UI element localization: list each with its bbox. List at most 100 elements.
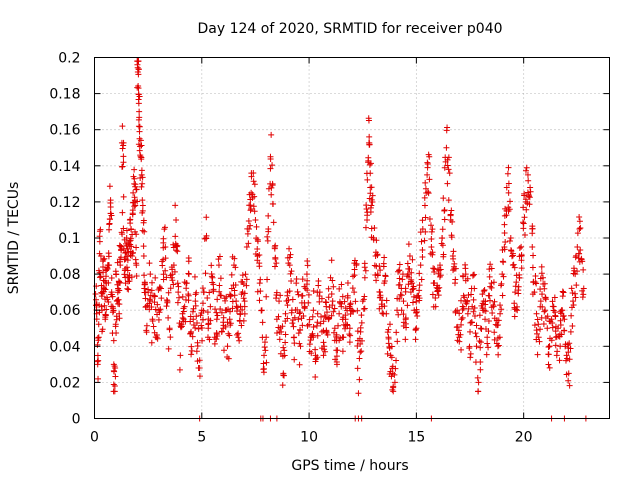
data-point <box>331 305 338 312</box>
data-point <box>241 298 248 305</box>
data-point <box>403 324 410 331</box>
data-point <box>320 352 327 359</box>
data-point <box>328 257 335 264</box>
data-point <box>282 318 289 325</box>
data-point <box>316 298 323 305</box>
y-tick-label: 0.12 <box>49 195 80 211</box>
data-point <box>129 210 136 217</box>
data-point <box>456 338 463 345</box>
data-point <box>135 58 142 65</box>
data-point <box>312 346 319 353</box>
data-point <box>279 323 286 330</box>
data-point <box>257 276 264 283</box>
data-point <box>305 291 312 298</box>
data-point <box>533 310 540 317</box>
data-point <box>525 177 532 184</box>
data-point <box>240 295 247 302</box>
data-point <box>507 198 513 205</box>
data-point <box>439 226 446 233</box>
data-point <box>491 336 498 343</box>
data-point <box>495 317 502 324</box>
data-point <box>450 267 457 274</box>
y-tick-label: 0.2 <box>58 51 80 67</box>
data-point <box>281 347 288 354</box>
data-point <box>164 299 171 306</box>
data-point <box>216 288 223 295</box>
data-point <box>552 342 559 349</box>
data-point <box>303 281 310 288</box>
data-point <box>165 314 172 321</box>
data-point <box>342 325 349 332</box>
data-point <box>387 368 394 375</box>
data-point <box>424 161 431 168</box>
data-point <box>514 303 521 310</box>
data-point <box>116 287 123 294</box>
data-point <box>576 213 583 220</box>
data-point <box>535 321 542 328</box>
data-point <box>242 271 249 278</box>
data-point <box>170 281 177 288</box>
data-point <box>158 295 165 302</box>
data-point <box>429 226 436 233</box>
data-point <box>487 283 494 290</box>
data-point <box>93 296 100 303</box>
data-point <box>256 297 263 304</box>
data-point <box>193 313 200 320</box>
data-point <box>222 297 229 304</box>
data-point <box>560 289 567 296</box>
data-point <box>382 272 389 279</box>
data-point <box>110 381 117 388</box>
data-point <box>477 339 484 346</box>
data-point <box>96 250 103 257</box>
data-point <box>417 262 424 269</box>
data-point <box>487 261 494 268</box>
data-point <box>133 273 140 280</box>
data-point <box>413 309 420 316</box>
data-point <box>166 326 173 333</box>
data-point <box>538 263 545 270</box>
data-point <box>400 298 407 305</box>
data-point <box>239 272 246 279</box>
data-point <box>402 315 409 322</box>
data-point <box>194 342 201 349</box>
data-point <box>336 310 343 317</box>
data-point <box>439 235 446 242</box>
data-point <box>538 270 545 277</box>
data-point <box>244 225 251 232</box>
data-point <box>477 366 484 373</box>
data-point <box>141 228 148 235</box>
data-point <box>160 271 167 278</box>
data-point <box>324 309 331 316</box>
data-point <box>214 332 221 339</box>
data-point <box>263 293 270 300</box>
data-point <box>461 294 468 301</box>
data-point <box>357 349 364 356</box>
data-point <box>573 282 580 289</box>
data-point <box>483 351 490 358</box>
data-point <box>531 322 538 329</box>
data-point <box>148 303 155 310</box>
data-point <box>101 302 108 309</box>
data-point <box>135 116 142 123</box>
data-point <box>254 238 261 245</box>
data-point <box>416 287 423 294</box>
data-point <box>284 292 291 299</box>
y-tick-label: 0.14 <box>49 159 80 175</box>
data-point <box>574 268 581 275</box>
data-point <box>494 343 501 350</box>
data-point <box>241 290 248 297</box>
data-point <box>445 197 452 204</box>
data-point <box>119 123 126 130</box>
data-point <box>94 352 101 359</box>
data-point <box>388 354 395 361</box>
data-point <box>542 307 549 314</box>
data-point <box>151 293 158 300</box>
data-point <box>297 343 304 350</box>
data-point <box>532 273 539 280</box>
data-point <box>142 295 149 302</box>
data-point <box>112 321 119 328</box>
data-point <box>352 298 359 305</box>
data-point <box>532 279 539 286</box>
data-point <box>344 279 351 286</box>
data-point <box>567 328 574 335</box>
